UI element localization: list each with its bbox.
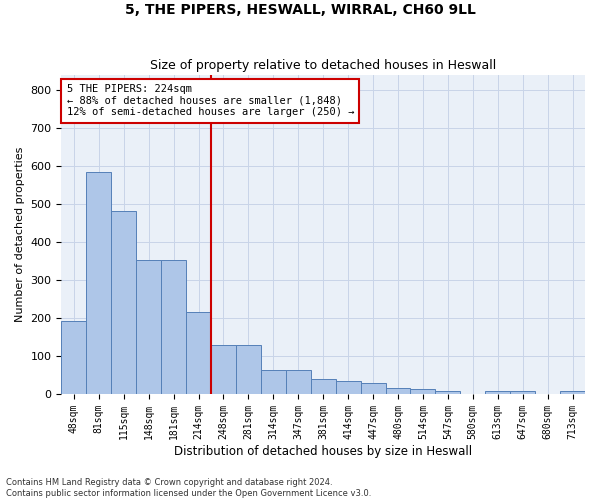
Bar [211, 344, 236, 394]
Y-axis label: Number of detached properties: Number of detached properties [15, 146, 25, 322]
Bar [311, 379, 335, 394]
Bar [361, 382, 386, 394]
Bar [236, 344, 261, 394]
Bar [286, 370, 311, 394]
Bar [161, 260, 186, 394]
Bar [111, 212, 136, 394]
Bar [136, 260, 161, 394]
Bar [61, 320, 86, 394]
Bar [485, 391, 510, 394]
Title: Size of property relative to detached houses in Heswall: Size of property relative to detached ho… [150, 59, 496, 72]
X-axis label: Distribution of detached houses by size in Heswall: Distribution of detached houses by size … [174, 444, 472, 458]
Bar [510, 391, 535, 394]
Bar [560, 391, 585, 394]
Bar [86, 172, 111, 394]
Bar [261, 370, 286, 394]
Bar [386, 388, 410, 394]
Bar [335, 380, 361, 394]
Bar [436, 391, 460, 394]
Bar [410, 390, 436, 394]
Text: 5 THE PIPERS: 224sqm
← 88% of detached houses are smaller (1,848)
12% of semi-de: 5 THE PIPERS: 224sqm ← 88% of detached h… [67, 84, 354, 117]
Text: Contains HM Land Registry data © Crown copyright and database right 2024.
Contai: Contains HM Land Registry data © Crown c… [6, 478, 371, 498]
Text: 5, THE PIPERS, HESWALL, WIRRAL, CH60 9LL: 5, THE PIPERS, HESWALL, WIRRAL, CH60 9LL [125, 2, 475, 16]
Bar [186, 312, 211, 394]
